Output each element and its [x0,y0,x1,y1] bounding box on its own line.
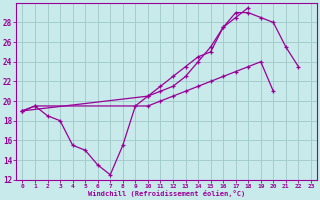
X-axis label: Windchill (Refroidissement éolien,°C): Windchill (Refroidissement éolien,°C) [88,190,245,197]
